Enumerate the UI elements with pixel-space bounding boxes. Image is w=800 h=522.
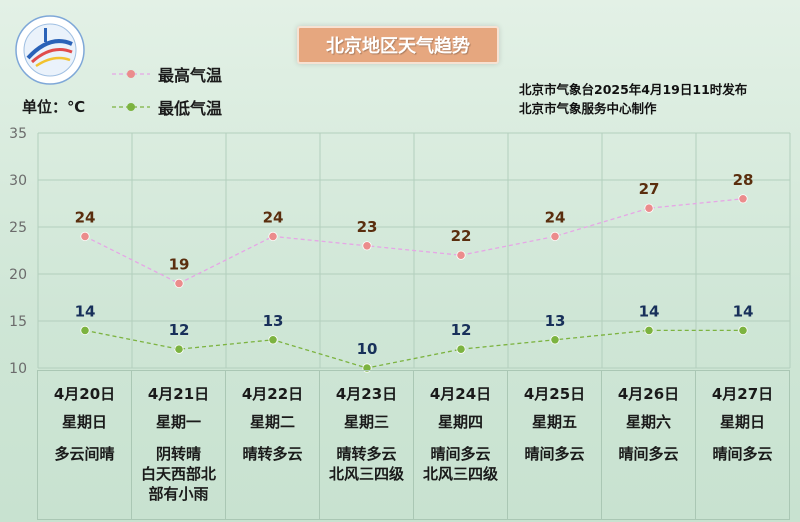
y-tick-label: 35 (9, 126, 27, 142)
data-point (80, 231, 90, 241)
data-label: 14 (639, 302, 660, 320)
day-weather-line: 晴转多云 (242, 445, 303, 463)
data-point (738, 194, 748, 204)
meteorological-service-logo (15, 15, 85, 85)
legend-item-max-temp: 最高气温 (112, 64, 223, 85)
data-point (80, 325, 90, 335)
data-label: 22 (451, 227, 472, 245)
data-point (174, 344, 184, 354)
data-point (550, 231, 560, 241)
day-cell: 4月20日星期日多云间晴 (37, 370, 132, 520)
day-weekday: 星期四 (437, 413, 483, 431)
day-weather: 晴间多云 (618, 444, 678, 464)
day-weekday: 星期三 (343, 413, 389, 431)
data-point (550, 335, 560, 345)
day-cell: 4月24日星期四晴间多云北风三四级 (413, 370, 508, 520)
data-label: 24 (75, 208, 96, 226)
data-point (644, 325, 654, 335)
issuer-info: 北京市气象台2025年4月19日11时发布 北京市气象服务中心制作 (519, 80, 747, 118)
page-title: 北京地区天气趋势 (297, 26, 499, 64)
day-weather: 多云间晴 (54, 444, 114, 464)
day-cell: 4月25日星期五晴间多云 (507, 370, 602, 520)
data-label: 13 (263, 312, 284, 330)
data-label: 24 (545, 208, 566, 226)
day-weather-line: 晴间多云 (618, 445, 679, 463)
day-weekday: 星期一 (155, 413, 201, 431)
y-tick-label: 25 (9, 220, 27, 236)
day-cell: 4月21日星期一阴转晴白天西部北部有小雨 (131, 370, 226, 520)
data-label: 19 (169, 255, 190, 273)
day-date: 4月25日 (523, 385, 586, 403)
data-label: 14 (75, 302, 96, 320)
day-date: 4月22日 (241, 385, 304, 403)
data-label: 12 (169, 321, 190, 339)
data-point (456, 250, 466, 260)
day-cell: 4月26日星期六晴间多云 (601, 370, 696, 520)
data-label: 28 (733, 171, 754, 189)
day-weather-line: 阴转晴 (155, 445, 201, 463)
day-date: 4月26日 (617, 385, 680, 403)
day-weekday: 星期二 (249, 413, 295, 431)
data-point (644, 203, 654, 213)
day-weather: 晴转多云 北风三四级 (329, 444, 404, 484)
day-weather-line: 北风三四级 (422, 465, 498, 483)
day-weather-line: 晴转多云 (336, 445, 397, 463)
day-weather: 阴转晴白天西部北部有小雨 (141, 444, 216, 504)
issuer-line-1: 北京市气象台2025年4月19日11时发布 (519, 82, 748, 97)
issuer-line-2: 北京市气象服务中心制作 (519, 101, 657, 116)
day-weather-line: 晴间多云 (430, 445, 491, 463)
y-tick-label: 30 (9, 173, 27, 189)
y-tick-label: 10 (9, 361, 27, 377)
data-label: 23 (357, 218, 378, 236)
data-point (268, 335, 278, 345)
data-point (268, 231, 278, 241)
data-label: 14 (733, 302, 754, 320)
series-line-1 (84, 329, 743, 369)
data-label: 24 (263, 208, 284, 226)
day-cell: 4月27日星期日晴间多云 (695, 370, 790, 520)
day-cell: 4月22日星期二晴转多云 (225, 370, 320, 520)
day-weekday: 星期六 (625, 413, 671, 431)
day-weather-line: 多云间晴 (54, 445, 115, 463)
legend-item-min-temp: 最低气温 (112, 97, 223, 118)
unit-label: 单位：℃ (22, 98, 86, 116)
day-date: 4月27日 (711, 385, 774, 403)
data-point (738, 325, 748, 335)
data-label: 13 (545, 312, 566, 330)
day-weekday: 星期五 (531, 413, 577, 431)
day-weather: 晴间多云 (712, 444, 772, 464)
day-date: 4月21日 (147, 385, 210, 403)
day-weekday: 星期日 (719, 413, 765, 431)
day-weather: 晴间多云 北风三四级 (423, 444, 498, 484)
data-point (362, 241, 372, 251)
y-tick-label: 20 (9, 267, 27, 283)
day-cell: 4月23日星期三晴转多云北风三四级 (319, 370, 414, 520)
data-label: 27 (639, 180, 660, 198)
legend-swatch-max-temp (112, 70, 150, 78)
legend-swatch-min-temp (112, 103, 150, 111)
series-line-0 (84, 198, 744, 285)
day-weather-line: 部有小雨 (148, 485, 209, 503)
data-point (174, 278, 184, 288)
data-label: 12 (451, 321, 472, 339)
day-weather-line: 晴间多云 (524, 445, 585, 463)
day-weather-line: 白天西部北 (140, 465, 216, 483)
day-weather-line: 北风三四级 (328, 465, 404, 483)
day-date: 4月23日 (335, 385, 398, 403)
day-weather: 晴间多云 (524, 444, 584, 464)
day-weekday: 星期日 (61, 413, 107, 431)
day-weather: 晴转多云 (242, 444, 302, 464)
day-weather-line: 晴间多云 (712, 445, 773, 463)
data-label: 10 (357, 340, 378, 358)
legend-label-min-temp: 最低气温 (158, 99, 223, 118)
day-date: 4月24日 (429, 385, 492, 403)
data-point (456, 344, 466, 354)
legend-label-max-temp: 最高气温 (158, 66, 223, 85)
day-date: 4月20日 (53, 385, 116, 403)
forecast-day-cells: 4月20日 星期日 多云间晴 4月21日 星期一 阴转晴 白天西部北 部有小雨 4月22日 星期二… (37, 370, 790, 520)
y-tick-label: 15 (9, 314, 27, 330)
